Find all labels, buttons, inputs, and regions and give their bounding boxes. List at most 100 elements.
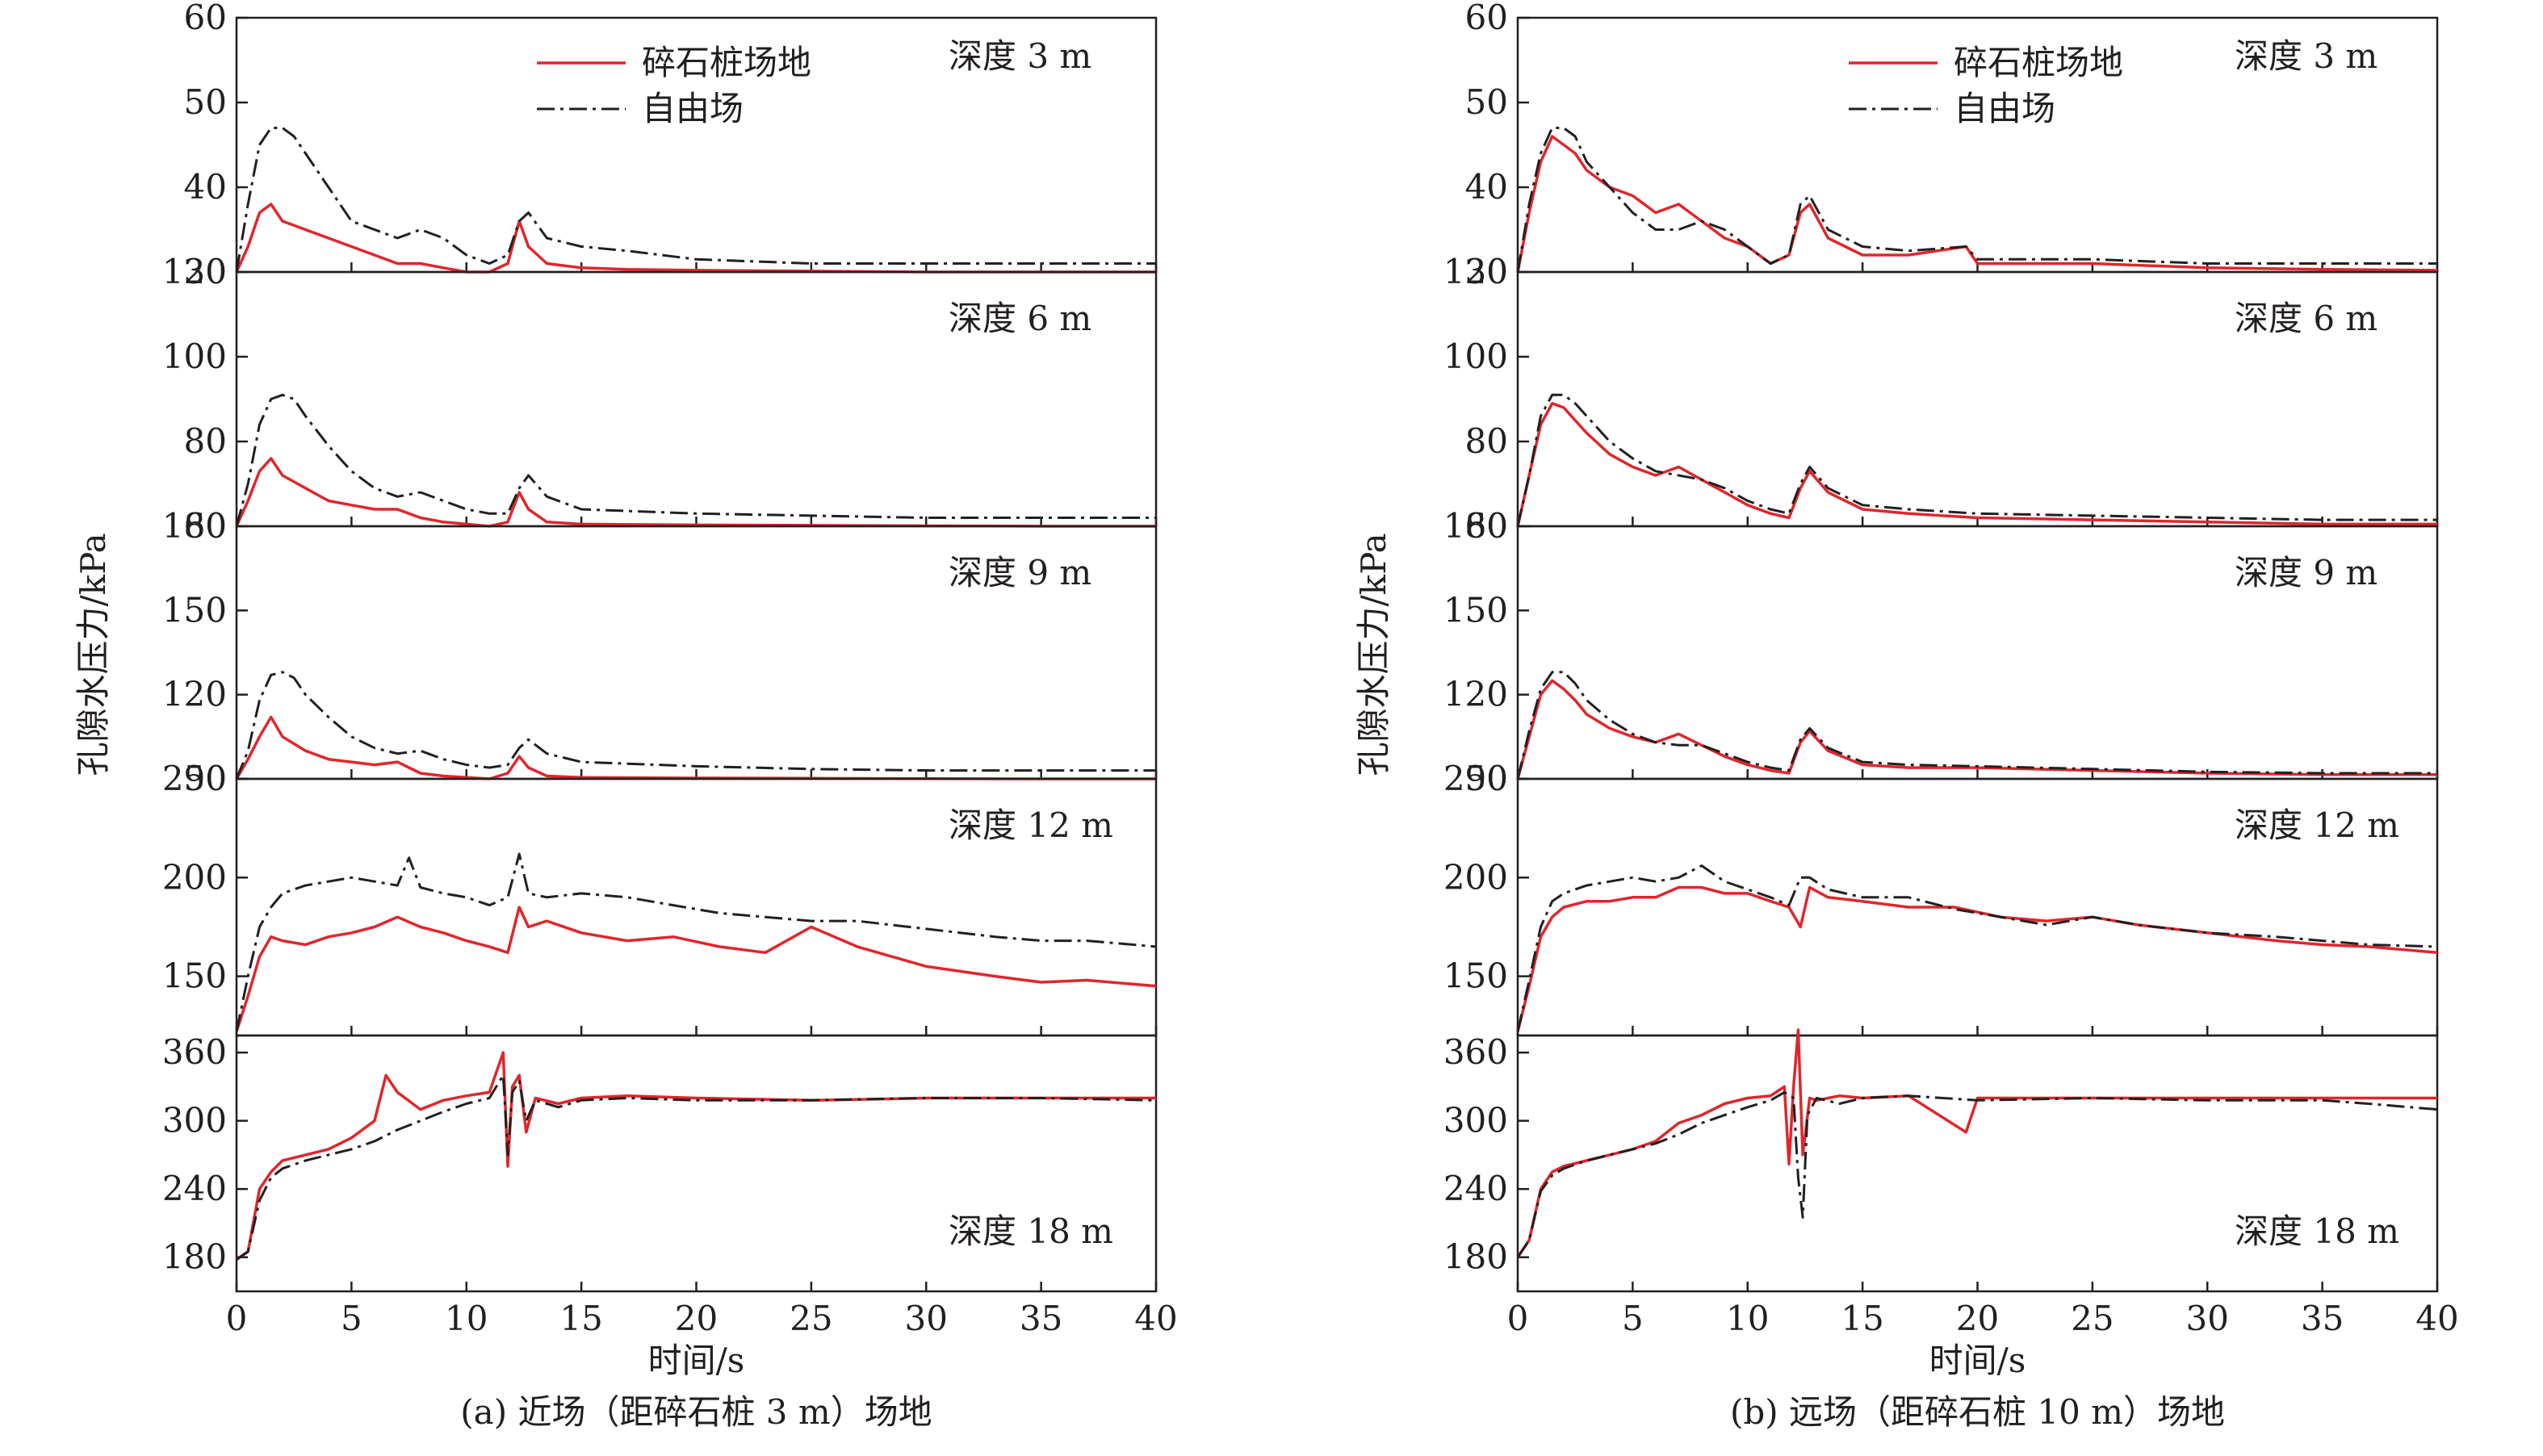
y-tick-label: 120 [1443, 675, 1508, 714]
x-tick-label: 0 [226, 1299, 248, 1338]
y-tick-label: 120 [1443, 252, 1508, 291]
x-tick-label: 20 [675, 1299, 718, 1338]
x-tick-label: 10 [445, 1299, 488, 1338]
series-gravel-pile-line [235, 906, 1157, 1032]
legend-label-gravel-pile: 碎石桩场地 [1954, 43, 2123, 82]
depth-label: 深度 12 m [2235, 805, 2399, 845]
series-free-field-line [1516, 671, 2437, 780]
y-tick-label: 60 [184, 506, 227, 546]
y-tick-label: 120 [162, 252, 227, 291]
series-free-field-line [235, 393, 1156, 527]
x-tick-label: 30 [905, 1299, 948, 1338]
x-tick-label: 15 [559, 1299, 602, 1338]
x-tick-label: 35 [2301, 1299, 2344, 1338]
y-tick-label: 180 [162, 506, 227, 546]
legend-label-free-field: 自由场 [1954, 89, 2055, 128]
series-free-field-line [1516, 127, 2437, 273]
x-tick-label: 40 [2415, 1299, 2458, 1338]
y-tick-label: 120 [162, 675, 227, 714]
series-free-field-line [235, 852, 1157, 1032]
subplot-3: 90 120 150 180 深度 9 m [162, 506, 1158, 798]
x-tick-label: 35 [1020, 1299, 1062, 1338]
y-tick-label: 150 [162, 590, 227, 630]
subplot-5: 180 240 300 360 深度 18 m [1443, 1028, 2439, 1293]
x-tick-label: 30 [2186, 1299, 2229, 1338]
depth-label: 深度 3 m [949, 36, 1091, 76]
y-tick-label: 180 [162, 1237, 227, 1277]
plot-frame [1516, 1034, 2439, 1293]
y-tick-label: 60 [184, 0, 227, 37]
depth-label: 深度 18 m [949, 1211, 1113, 1251]
subplot-5: 180 240 300 360 深度 18 m [162, 1032, 1158, 1293]
y-tick-label: 40 [184, 167, 227, 207]
subplot-2: 60 80 100 120 深度 6 m [162, 252, 1158, 546]
subplot-1: 30 40 50 60 深度 3 m [184, 0, 1158, 291]
y-tick-label: 30 [184, 252, 227, 291]
series-gravel-pile-line [1516, 1028, 2437, 1258]
depth-label: 深度 12 m [949, 805, 1113, 845]
y-tick-label: 150 [1443, 590, 1508, 630]
x-tick-label: 15 [1841, 1299, 1883, 1338]
subplot-1: 30 40 50 60 深度 3 m [1465, 0, 2439, 291]
y-tick-label: 100 [162, 337, 227, 376]
y-tick-label: 30 [1465, 252, 1508, 291]
x-tick-label: 25 [790, 1299, 832, 1338]
legend-label-free-field: 自由场 [642, 89, 744, 128]
y-tick-label: 300 [1443, 1101, 1508, 1140]
subplot-4: 150 200 250 深度 12 m [162, 759, 1158, 1037]
y-tick-label: 200 [1443, 857, 1508, 897]
series-gravel-pile-line [235, 457, 1156, 528]
panel-caption: (b) 远场（距碎石桩 10 m）场地 [1730, 1392, 2225, 1432]
series-gravel-pile-line [1516, 885, 2438, 1032]
depth-label: 深度 9 m [949, 553, 1091, 592]
y-tick-label: 60 [1465, 0, 1508, 37]
y-tick-label: 150 [1443, 956, 1508, 996]
series-free-field-line [1516, 393, 2437, 527]
series-gravel-pile-line [1516, 135, 2438, 273]
y-tick-label: 60 [1465, 506, 1508, 546]
series-gravel-pile-line [1516, 679, 2437, 780]
series-free-field-line [235, 127, 1156, 273]
x-axis-title: 时间/s [648, 1341, 745, 1380]
subplot-2: 60 80 100 120 深度 6 m [1443, 252, 2439, 546]
x-tick-label: 0 [1507, 1299, 1529, 1338]
legend-label-gravel-pile: 碎石桩场地 [642, 43, 811, 82]
y-tick-label: 50 [1465, 82, 1508, 122]
x-tick-label: 5 [341, 1299, 362, 1338]
series-gravel-pile-line [235, 1051, 1156, 1261]
y-axis-title: 孔隙水压力/kPa [73, 533, 113, 776]
y-tick-label: 80 [1465, 421, 1508, 461]
y-tick-label: 50 [184, 82, 227, 122]
depth-label: 深度 6 m [949, 299, 1091, 338]
y-tick-label: 240 [162, 1169, 227, 1208]
depth-label: 深度 3 m [2235, 36, 2378, 76]
y-tick-label: 250 [162, 759, 227, 798]
x-axis-title: 时间/s [1929, 1341, 2026, 1380]
y-tick-label: 180 [1443, 506, 1508, 546]
plot-frame [235, 1034, 1158, 1293]
y-tick-label: 360 [1443, 1032, 1508, 1072]
subplot-3: 90 120 150 180 深度 9 m [1443, 506, 2439, 798]
series-free-field-line [236, 1073, 1157, 1261]
y-tick-label: 360 [162, 1032, 227, 1072]
depth-label: 深度 9 m [2235, 553, 2378, 592]
y-tick-label: 180 [1443, 1237, 1508, 1277]
series-free-field-line [1516, 864, 2438, 1032]
y-tick-label: 150 [162, 956, 227, 996]
y-axis-title: 孔隙水压力/kPa [1354, 533, 1393, 776]
subplot-4: 150 200 250 深度 12 m [1443, 759, 2439, 1037]
y-tick-label: 240 [1443, 1169, 1508, 1208]
y-tick-label: 40 [1465, 167, 1508, 207]
y-tick-label: 300 [162, 1101, 227, 1140]
series-free-field-line [1516, 1090, 2438, 1258]
y-tick-label: 90 [1465, 759, 1508, 798]
y-tick-label: 100 [1443, 337, 1508, 376]
x-tick-label: 40 [1134, 1299, 1177, 1338]
y-tick-label: 80 [184, 421, 227, 461]
y-tick-label: 90 [184, 759, 227, 798]
panel-caption: (a) 近场（距碎石桩 3 m）场地 [460, 1392, 932, 1432]
